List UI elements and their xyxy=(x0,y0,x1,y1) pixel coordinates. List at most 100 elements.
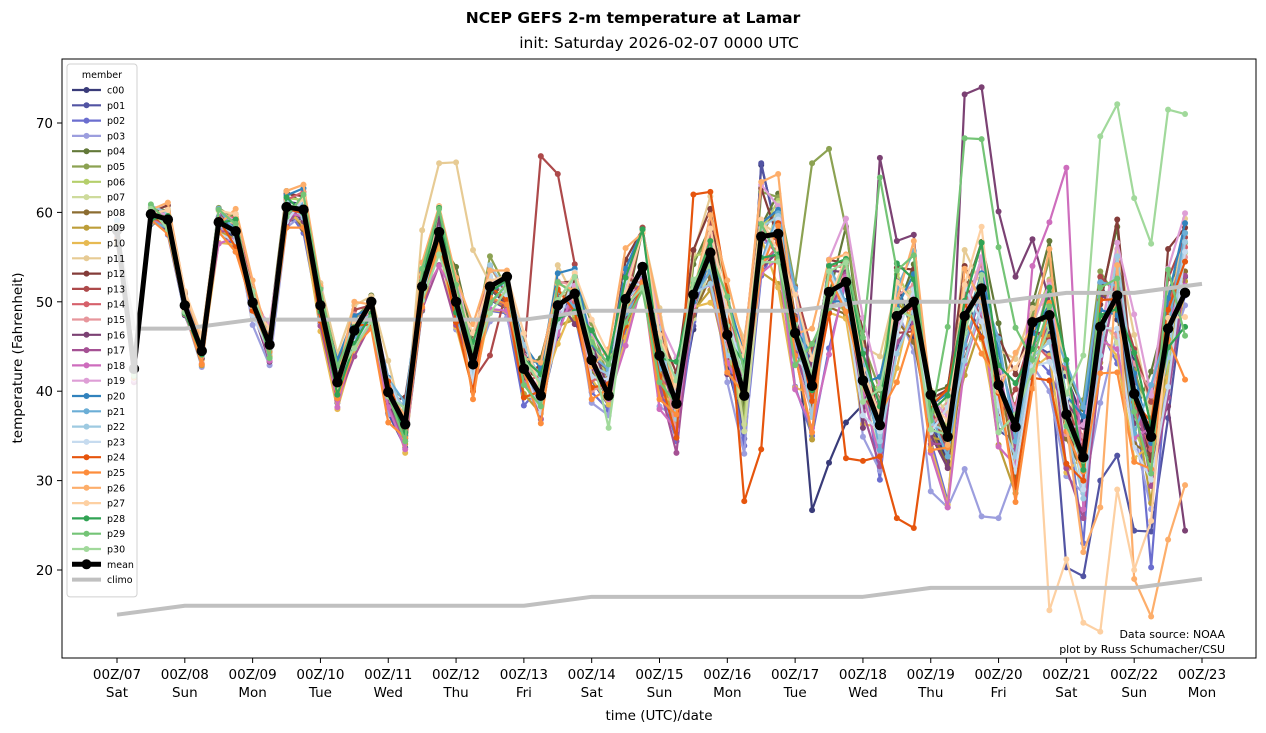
x-tick-label-day: Sat xyxy=(106,685,128,701)
point-mean xyxy=(891,310,903,322)
point-p26 xyxy=(1046,246,1053,253)
point-p19 xyxy=(1114,239,1121,246)
point-p23 xyxy=(1165,383,1172,390)
point-p26 xyxy=(1114,262,1121,269)
point-p26 xyxy=(283,187,290,194)
point-mean xyxy=(671,398,682,409)
point-p27 xyxy=(1046,607,1053,614)
point-p28 xyxy=(859,350,866,357)
point-mean xyxy=(213,217,224,228)
point-p30 xyxy=(1114,101,1121,108)
x-tick-label-date: 00Z/12 xyxy=(432,667,480,683)
point-p24 xyxy=(1080,477,1087,484)
x-tick-label-day: Sun xyxy=(172,685,198,701)
point-p28 xyxy=(978,239,985,246)
point-mean xyxy=(789,327,801,339)
point-p24 xyxy=(1165,306,1172,313)
point-p26 xyxy=(1080,549,1087,556)
point-p25 xyxy=(1182,376,1189,383)
legend-box xyxy=(66,63,138,598)
point-p30 xyxy=(775,258,782,265)
y-tick-label: 50 xyxy=(36,295,53,311)
point-p28 xyxy=(1029,346,1036,353)
climo-low-line xyxy=(116,576,1203,617)
point-p21 xyxy=(1148,381,1155,388)
point-p25 xyxy=(893,379,900,386)
point-p27 xyxy=(520,330,527,337)
legend-marker xyxy=(83,316,90,323)
point-p29 xyxy=(944,323,951,330)
point-p09 xyxy=(809,436,816,443)
legend-item-p12: p12 xyxy=(72,269,125,280)
point-p01 xyxy=(1080,573,1087,580)
point-mean xyxy=(603,390,614,401)
point-p29 xyxy=(995,244,1002,251)
point-p11 xyxy=(554,262,561,269)
point-p03 xyxy=(1182,302,1189,309)
point-mean xyxy=(840,276,852,288)
legend-label: p30 xyxy=(107,545,125,556)
point-p04 xyxy=(995,320,1002,327)
point-p05 xyxy=(1097,268,1104,275)
point-p11 xyxy=(453,159,460,166)
point-p27 xyxy=(792,291,799,298)
point-mean xyxy=(688,289,699,300)
point-mean xyxy=(1061,409,1072,420)
point-mean xyxy=(806,380,818,392)
point-p29 xyxy=(758,221,765,228)
point-p25 xyxy=(470,396,477,403)
legend-label: p17 xyxy=(107,346,125,357)
legend-item-p07: p07 xyxy=(72,193,125,204)
point-p18 xyxy=(622,342,629,349)
legend-marker xyxy=(83,331,90,338)
point-p25 xyxy=(1029,385,1036,392)
y-tick-label: 70 xyxy=(36,116,53,132)
legend-label: p13 xyxy=(107,284,125,295)
legend-label: p20 xyxy=(107,392,125,403)
point-p25 xyxy=(588,396,595,403)
point-p21 xyxy=(995,335,1002,342)
legend-item-p17: p17 xyxy=(72,346,125,357)
point-p29 xyxy=(876,174,883,181)
legend-label: p05 xyxy=(107,162,125,173)
point-p23 xyxy=(978,318,985,325)
point-p26 xyxy=(1148,613,1155,620)
point-p01 xyxy=(758,160,765,167)
point-p23 xyxy=(1182,248,1189,255)
point-p16 xyxy=(1182,527,1189,534)
point-p03 xyxy=(978,513,985,520)
point-mean xyxy=(281,201,292,213)
point-p02 xyxy=(876,476,883,483)
point-p03 xyxy=(859,433,866,440)
legend-label: p15 xyxy=(107,315,125,326)
point-mean xyxy=(467,359,479,370)
point-p30 xyxy=(1131,195,1138,202)
legend-marker xyxy=(83,117,90,124)
point-p13 xyxy=(554,170,561,177)
point-p18 xyxy=(402,446,409,453)
chart-subtitle: init: Saturday 2026-02-07 0000 UTC xyxy=(519,34,799,52)
point-p03 xyxy=(876,467,883,474)
point-mean xyxy=(196,345,207,357)
legend: member c00 p01 p02 p03 p04 p05 p06 p07 p08 p09 p10 p… xyxy=(66,63,138,598)
point-p22 xyxy=(707,280,714,287)
point-mean xyxy=(993,379,1004,391)
point-p21 xyxy=(876,447,883,454)
point-p29 xyxy=(1131,408,1138,415)
x-tick-label-day: Sat xyxy=(1055,685,1077,701)
point-mean xyxy=(756,231,767,242)
point-p29 xyxy=(961,135,968,142)
legend-marker xyxy=(83,484,90,491)
line-mean xyxy=(114,204,1188,460)
legend-item-p22: p22 xyxy=(72,422,125,433)
point-p23 xyxy=(1114,325,1121,332)
legend-item-p19: p19 xyxy=(72,376,125,387)
legend-label: p16 xyxy=(107,330,125,341)
point-p23 xyxy=(1046,358,1053,365)
point-p29 xyxy=(792,362,799,369)
point-mean xyxy=(739,390,750,401)
point-mean xyxy=(654,350,665,361)
legend-label: p11 xyxy=(107,254,125,265)
series-layer xyxy=(111,84,1203,635)
point-p03 xyxy=(1097,399,1104,406)
